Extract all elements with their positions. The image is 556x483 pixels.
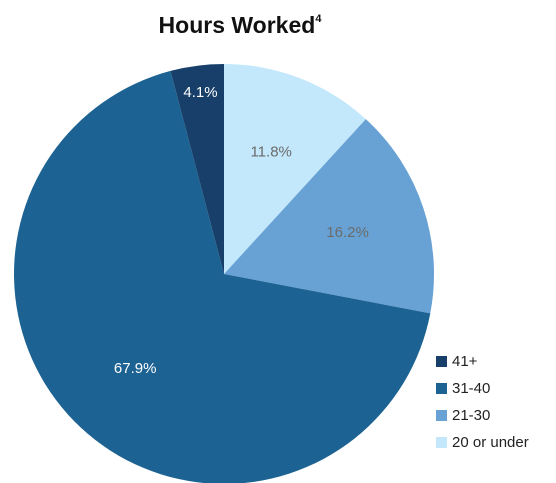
title-superscript: 4: [315, 13, 322, 25]
pie-slice: [170, 64, 224, 274]
title-text: Hours Worked: [159, 12, 316, 38]
pie-slice: [224, 64, 366, 274]
chart-title: Hours Worked4: [159, 12, 323, 38]
legend-label: 41+: [452, 353, 478, 370]
slice-label: 67.9%: [114, 360, 157, 377]
legend-label: 31-40: [452, 380, 490, 397]
slice-label: 11.8%: [250, 144, 291, 161]
pie-slice: [14, 70, 431, 483]
legend-swatch: [436, 383, 447, 394]
slice-label: 4.1%: [183, 84, 217, 101]
pie-slice: [224, 119, 434, 314]
slice-label: 16.2%: [326, 224, 369, 241]
legend-label: 20 or under: [452, 434, 529, 451]
legend-swatch: [436, 356, 447, 367]
legend-swatch: [436, 437, 447, 448]
legend-label: 21-30: [452, 407, 490, 424]
legend-swatch: [436, 410, 447, 421]
